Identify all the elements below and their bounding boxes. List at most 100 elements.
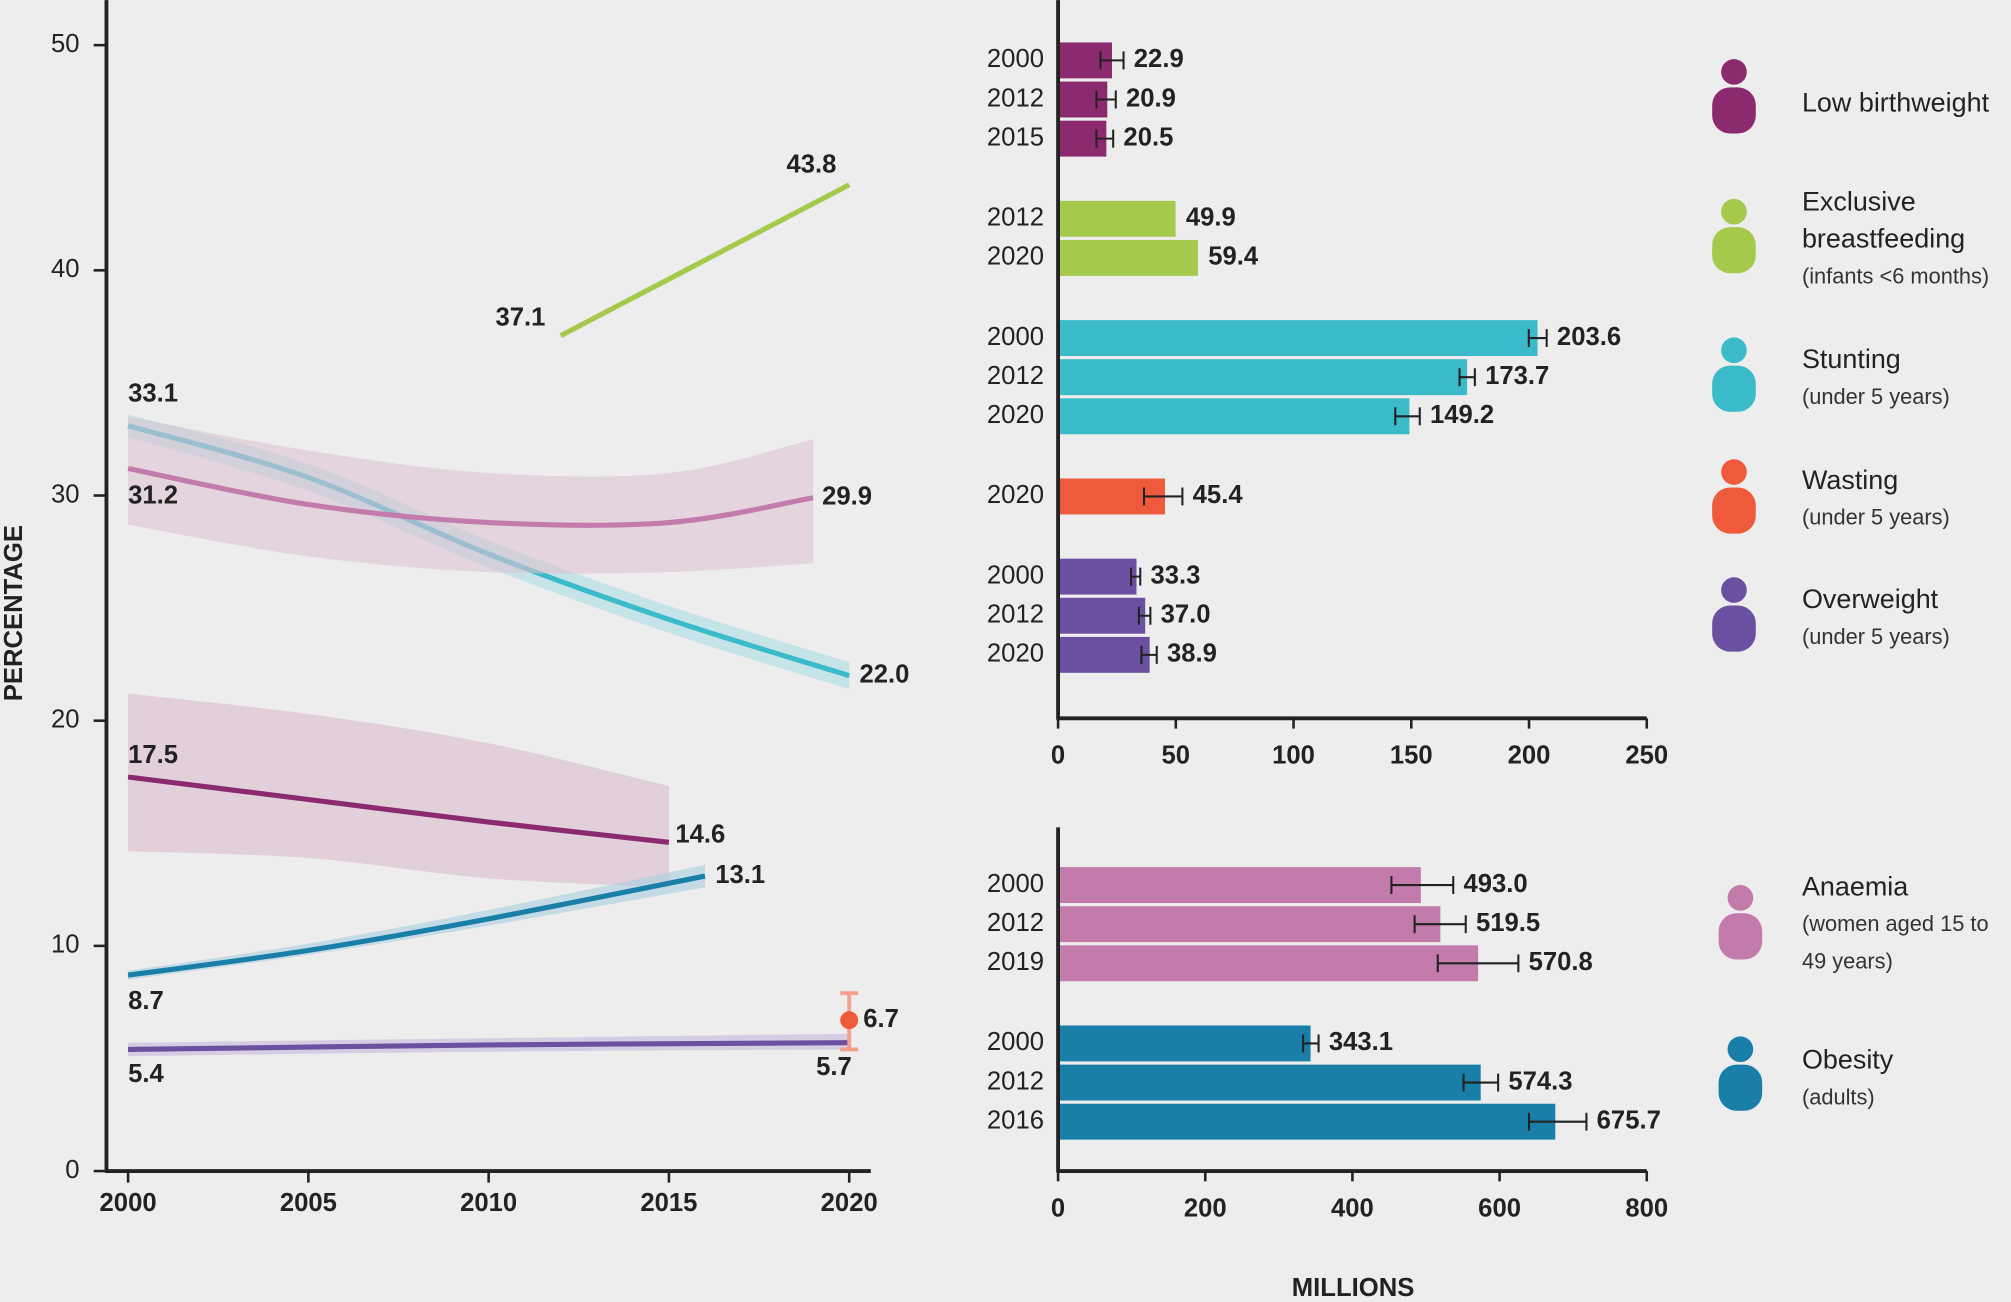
data-label: 31.2	[128, 481, 178, 509]
point	[840, 1011, 859, 1030]
data-label: 22.0	[859, 660, 909, 688]
category-label: 2000	[987, 870, 1044, 898]
legend-label: Low birthweight	[1801, 88, 1990, 119]
category-label: 2020	[987, 640, 1044, 668]
data-label: 33.1	[128, 380, 178, 408]
icon	[1727, 1036, 1754, 1063]
category-label: 2000	[987, 1028, 1044, 1056]
category-label: 2016	[987, 1106, 1044, 1134]
data-label: 343.1	[1329, 1028, 1393, 1056]
x-tick-label: 200	[1508, 742, 1551, 770]
legend-note: (infants <6 months)	[1801, 264, 1990, 289]
data-label: 37.1	[495, 304, 545, 332]
category-label: 2019	[987, 948, 1044, 976]
error-bar	[1130, 567, 1142, 586]
bar	[1060, 906, 1441, 943]
icon	[1718, 1064, 1763, 1111]
category-label: 2015	[987, 123, 1044, 151]
x-tick-label: 2005	[280, 1189, 337, 1217]
y-tick-label: 10	[51, 931, 80, 959]
bar-chart: 0 50 100 150 200 250 2000 22.9 2012 20.9 2015 20.5 L…	[987, 0, 1990, 770]
data-label: 5.7	[816, 1053, 852, 1081]
data-label: 49.9	[1186, 204, 1236, 232]
icon	[1712, 487, 1756, 534]
category-label: 2012	[987, 362, 1044, 390]
error-bar	[1436, 954, 1520, 973]
error-bar	[1140, 645, 1158, 664]
data-label: 5.4	[128, 1060, 164, 1088]
category-label: 2020	[987, 401, 1044, 429]
data-label: 570.8	[1529, 948, 1593, 976]
line-chart: PERCENTAGE 0 10 20 30 40 50 2000 2005 2010 2015 20…	[0, 0, 909, 1217]
legend-entry: Wasting (under 5 years)	[1801, 465, 1950, 530]
x-tick-label: 400	[1331, 1194, 1374, 1222]
icon	[1712, 87, 1756, 134]
error-bar	[1095, 90, 1117, 109]
data-label: 29.9	[822, 483, 872, 511]
legend-label: Stunting	[1801, 345, 1901, 375]
bar	[1060, 200, 1176, 237]
data-label: 45.4	[1193, 481, 1244, 509]
x-axis-label: MILLIONS	[1292, 1274, 1415, 1302]
data-label: 37.0	[1161, 601, 1211, 629]
x-tick-label: 0	[1051, 742, 1065, 770]
data-label: 203.6	[1557, 323, 1621, 351]
category-label: 2012	[987, 601, 1044, 629]
legend-label: Exclusive breastfeeding	[1801, 187, 1966, 255]
error-bar	[1394, 407, 1421, 426]
icon	[1721, 577, 1747, 603]
legend-label: Overweight	[1801, 584, 1939, 615]
legend-note: (under 5 years)	[1801, 505, 1950, 530]
bar	[1060, 1064, 1481, 1101]
legend-note: (under 5 years)	[1801, 384, 1950, 410]
error-bar	[1527, 329, 1548, 348]
data-label: 33.3	[1151, 561, 1201, 589]
icon	[1712, 605, 1756, 652]
legend-entry: Overweight (under 5 years)	[1801, 584, 1950, 649]
data-label: 20.9	[1126, 84, 1176, 112]
error-bar	[1462, 1073, 1500, 1092]
y-tick-label: 20	[51, 705, 80, 733]
legend-label: Wasting	[1801, 465, 1899, 496]
data-label: 6.7	[863, 1005, 899, 1033]
category-label: 2000	[987, 561, 1044, 589]
error-bar	[1143, 487, 1184, 506]
data-label: 43.8	[786, 150, 836, 178]
x-tick-label: 100	[1272, 742, 1315, 770]
legend-label: Obesity	[1801, 1045, 1894, 1075]
bar	[1060, 636, 1150, 673]
data-label: 574.3	[1508, 1067, 1572, 1095]
error-bar	[1413, 915, 1467, 934]
bar	[1060, 398, 1410, 435]
category-label: 2012	[987, 204, 1044, 232]
x-tick-label: 0	[1051, 1194, 1065, 1222]
line	[128, 1040, 850, 1053]
icon	[1718, 913, 1763, 960]
x-tick-label: 50	[1162, 742, 1191, 770]
icon	[1712, 227, 1756, 274]
legend-entry: Exclusive breastfeeding (infants <6 month…	[1801, 187, 1990, 289]
category-label: 2020	[987, 481, 1044, 509]
icon	[1721, 59, 1747, 85]
y-tick-label: 0	[65, 1156, 79, 1184]
legend-entry: Obesity (adults)	[1801, 1045, 1894, 1109]
confidence-band	[128, 864, 705, 980]
category-label: 2020	[987, 243, 1044, 271]
bar	[1060, 867, 1421, 904]
x-tick-label: 600	[1478, 1194, 1521, 1222]
category-label: 2012	[987, 909, 1044, 937]
legend-label: Anaemia	[1801, 872, 1909, 902]
x-tick-label: 800	[1625, 1194, 1668, 1222]
bar	[1060, 558, 1137, 595]
bar	[1060, 239, 1198, 276]
error-bar	[1528, 1112, 1588, 1131]
error-bar	[1099, 51, 1125, 70]
error-bar	[1390, 876, 1455, 895]
data-label: 493.0	[1463, 870, 1527, 898]
data-label: 20.5	[1123, 123, 1173, 151]
legend-entry: Stunting (under 5 years)	[1801, 345, 1950, 410]
data-label: 17.5	[128, 741, 178, 769]
bar	[1060, 1025, 1311, 1062]
icon	[1721, 337, 1747, 364]
x-tick-label: 2020	[821, 1189, 878, 1217]
